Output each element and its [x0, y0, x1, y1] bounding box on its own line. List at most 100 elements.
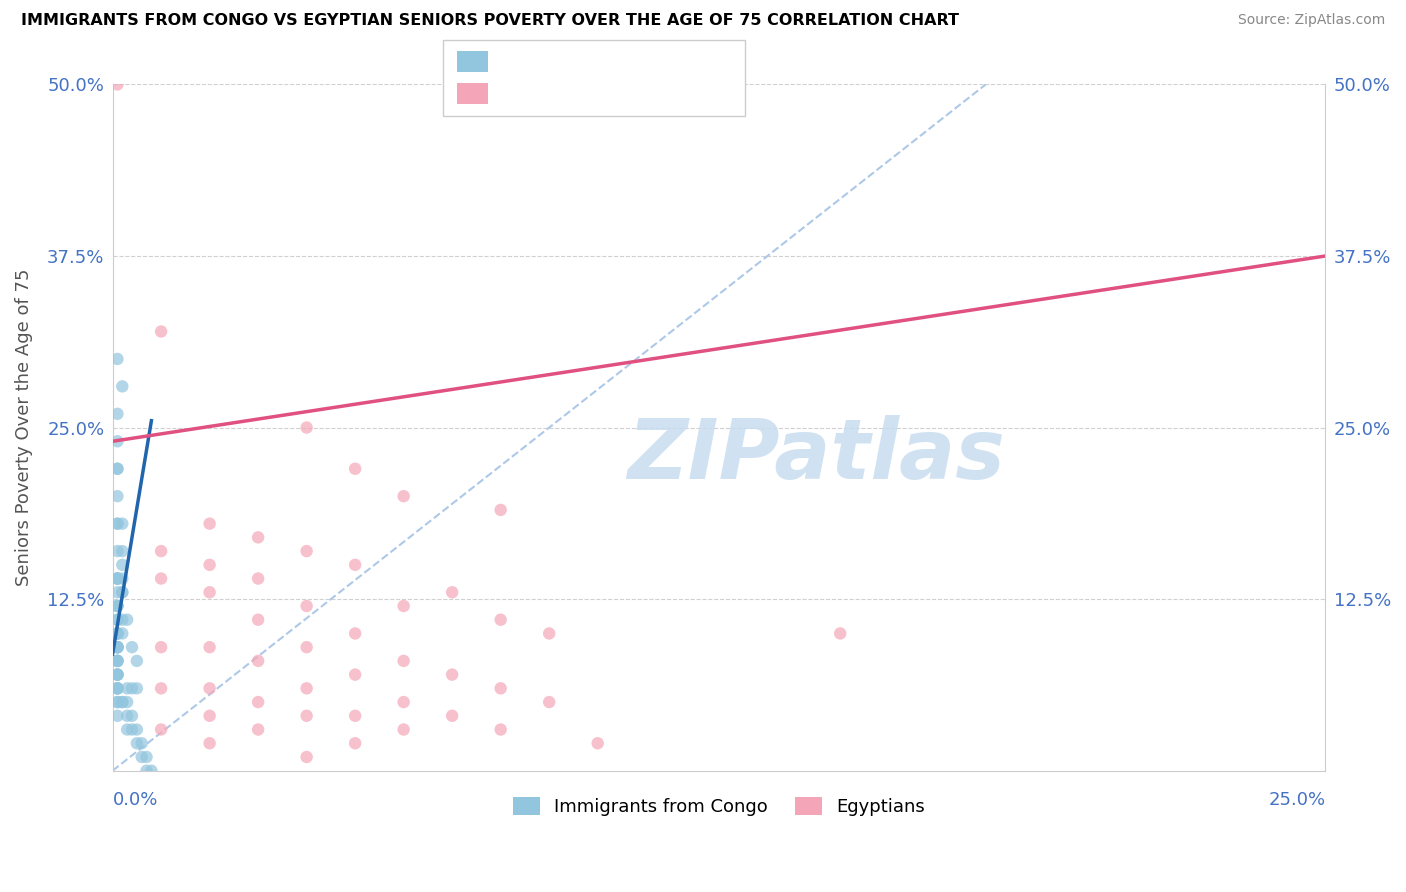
Point	[107, 613, 129, 627]
Point	[247, 723, 270, 737]
Point	[198, 516, 221, 531]
Point	[150, 572, 173, 586]
Point	[107, 695, 129, 709]
Point	[295, 544, 318, 558]
Text: Source: ZipAtlas.com: Source: ZipAtlas.com	[1237, 13, 1385, 28]
Point	[111, 516, 134, 531]
Point	[107, 654, 129, 668]
Point	[131, 750, 153, 764]
Point	[830, 626, 852, 640]
Point	[392, 695, 415, 709]
Point	[121, 681, 143, 696]
Point	[111, 695, 134, 709]
Point	[198, 585, 221, 599]
Text: 0.0%: 0.0%	[112, 791, 157, 809]
Point	[107, 516, 129, 531]
Point	[198, 558, 221, 572]
Text: 0.539: 0.539	[538, 85, 595, 103]
Y-axis label: Seniors Poverty Over the Age of 75: Seniors Poverty Over the Age of 75	[15, 268, 32, 586]
Point	[392, 654, 415, 668]
Text: R =: R =	[496, 53, 536, 70]
Point	[107, 516, 129, 531]
Point	[107, 461, 129, 475]
Point	[111, 558, 134, 572]
Point	[107, 667, 129, 681]
Point	[107, 667, 129, 681]
Point	[111, 626, 134, 640]
Point	[107, 681, 129, 696]
Point	[586, 736, 609, 750]
Point	[111, 695, 134, 709]
Point	[107, 640, 129, 655]
Point	[135, 750, 157, 764]
Point	[107, 407, 129, 421]
Point	[344, 667, 367, 681]
Point	[344, 626, 367, 640]
Point	[150, 325, 173, 339]
Point	[111, 572, 134, 586]
Point	[111, 585, 134, 599]
Point	[107, 585, 129, 599]
Point	[125, 723, 148, 737]
Point	[441, 708, 464, 723]
Point	[115, 695, 138, 709]
Point	[441, 585, 464, 599]
Point	[107, 78, 129, 92]
Point	[247, 695, 270, 709]
Text: ZIPatlas: ZIPatlas	[627, 415, 1005, 496]
Point	[107, 572, 129, 586]
Point	[111, 613, 134, 627]
Point	[131, 736, 153, 750]
Point	[150, 723, 173, 737]
Point	[295, 599, 318, 613]
Point	[198, 708, 221, 723]
Point	[107, 626, 129, 640]
Point	[247, 572, 270, 586]
Point	[198, 736, 221, 750]
Text: 25.0%: 25.0%	[1268, 791, 1326, 809]
Point	[107, 695, 129, 709]
Point	[538, 695, 561, 709]
Point	[107, 626, 129, 640]
Point	[111, 544, 134, 558]
Point	[150, 681, 173, 696]
Point	[107, 626, 129, 640]
Point	[538, 626, 561, 640]
Point	[441, 667, 464, 681]
Point	[489, 723, 512, 737]
Text: R =: R =	[496, 85, 536, 103]
Point	[115, 613, 138, 627]
Legend: Immigrants from Congo, Egyptians: Immigrants from Congo, Egyptians	[505, 789, 932, 823]
Point	[107, 640, 129, 655]
Point	[392, 723, 415, 737]
Point	[107, 613, 129, 627]
Text: 50: 50	[637, 85, 662, 103]
Point	[344, 461, 367, 475]
Text: N =: N =	[592, 53, 644, 70]
Point	[392, 599, 415, 613]
Point	[107, 681, 129, 696]
Point	[107, 572, 129, 586]
Point	[107, 626, 129, 640]
Point	[107, 572, 129, 586]
Point	[107, 640, 129, 655]
Point	[295, 420, 318, 434]
Point	[247, 613, 270, 627]
Point	[344, 708, 367, 723]
Point	[344, 736, 367, 750]
Point	[121, 708, 143, 723]
Point	[107, 681, 129, 696]
Point	[111, 585, 134, 599]
Point	[344, 558, 367, 572]
Point	[107, 640, 129, 655]
Point	[150, 544, 173, 558]
Point	[107, 654, 129, 668]
Point	[392, 489, 415, 503]
Point	[121, 723, 143, 737]
Point	[125, 736, 148, 750]
Point	[107, 544, 129, 558]
Point	[295, 750, 318, 764]
Point	[107, 461, 129, 475]
Point	[107, 654, 129, 668]
Text: 72: 72	[637, 53, 662, 70]
